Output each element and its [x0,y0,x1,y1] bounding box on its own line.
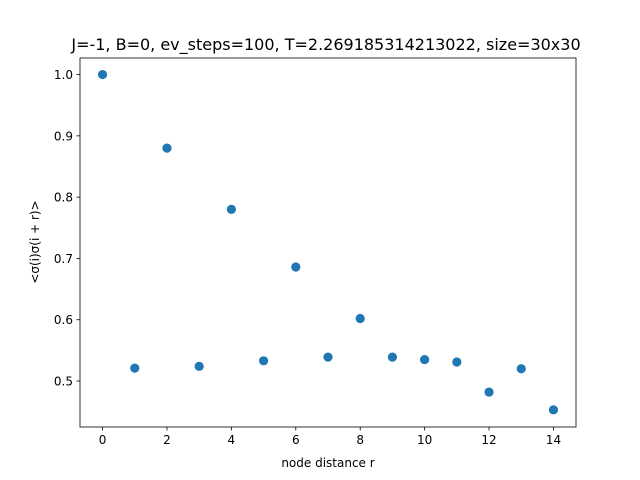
x-tick-label: 0 [99,433,107,447]
data-point [355,313,365,324]
data-point [97,69,108,80]
data-point [162,143,172,153]
y-tick-label: 0.9 [54,129,73,143]
data-point [516,364,526,374]
x-tick-label: 8 [356,433,364,447]
plot-area [97,69,559,415]
x-tick-label: 14 [546,433,561,447]
data-point [420,354,430,365]
x-tick-label: 2 [163,433,171,447]
x-tick-label: 4 [228,433,236,447]
y-axis-label: <σ(i)σ(i + r)> [28,200,42,283]
y-tick-label: 0.8 [54,191,73,205]
y-tick-label: 0.7 [54,252,73,266]
data-point [452,357,462,367]
x-tick-label: 12 [481,433,496,447]
data-point [194,361,204,371]
data-point [323,352,333,362]
y-tick-label: 0.6 [54,313,73,327]
data-point [484,387,494,397]
data-point [387,352,398,362]
data-point [258,356,269,366]
chart-title: J=-1, B=0, ev_steps=100, T=2.26918531421… [70,35,580,55]
data-point [226,204,236,215]
x-tick-label: 6 [292,433,300,447]
x-tick-label: 10 [417,433,432,447]
y-tick-label: 0.5 [54,375,73,389]
y-tick-label: 1.0 [54,68,73,82]
axes-frame [79,57,577,428]
data-point [291,262,301,272]
x-axis-label: node distance r [281,456,374,470]
data-point [548,405,559,415]
data-point [130,363,140,373]
